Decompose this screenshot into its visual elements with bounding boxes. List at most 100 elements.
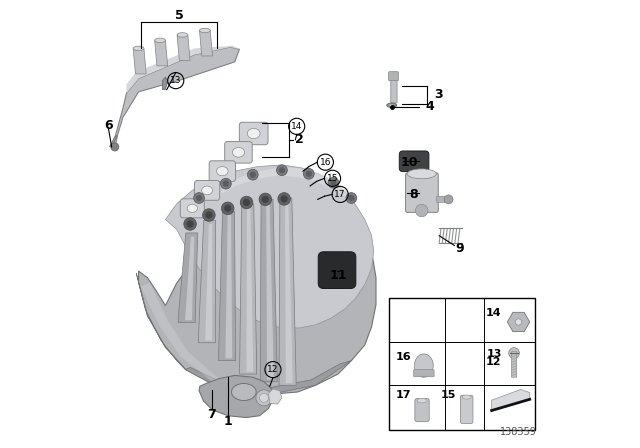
FancyBboxPatch shape	[436, 196, 449, 202]
Circle shape	[221, 178, 231, 189]
Circle shape	[221, 202, 234, 215]
FancyBboxPatch shape	[180, 199, 204, 218]
FancyBboxPatch shape	[413, 370, 434, 377]
Circle shape	[276, 165, 287, 176]
Circle shape	[303, 168, 314, 179]
Text: 3: 3	[435, 88, 443, 102]
Text: 13: 13	[170, 76, 182, 85]
Circle shape	[278, 193, 291, 205]
FancyBboxPatch shape	[460, 395, 473, 423]
Polygon shape	[239, 204, 257, 374]
Polygon shape	[198, 220, 216, 343]
Text: 4: 4	[425, 100, 434, 113]
Ellipse shape	[200, 28, 211, 33]
Text: 12: 12	[486, 358, 502, 367]
Text: 11: 11	[329, 269, 347, 282]
Text: 16: 16	[319, 158, 331, 167]
Polygon shape	[133, 48, 146, 74]
Ellipse shape	[187, 204, 198, 212]
Circle shape	[184, 218, 196, 230]
Circle shape	[348, 195, 355, 201]
Polygon shape	[139, 186, 376, 394]
Polygon shape	[200, 30, 212, 56]
Circle shape	[260, 393, 269, 402]
Circle shape	[279, 167, 285, 173]
Polygon shape	[163, 77, 168, 90]
Ellipse shape	[216, 167, 228, 176]
Ellipse shape	[232, 383, 256, 401]
Ellipse shape	[155, 38, 166, 43]
Text: 10: 10	[400, 155, 418, 169]
Polygon shape	[219, 211, 236, 361]
FancyBboxPatch shape	[391, 80, 397, 103]
Polygon shape	[136, 273, 186, 370]
FancyBboxPatch shape	[209, 161, 236, 181]
Circle shape	[248, 169, 258, 180]
Circle shape	[223, 181, 229, 187]
Polygon shape	[113, 47, 239, 149]
FancyBboxPatch shape	[511, 352, 516, 377]
Circle shape	[194, 193, 204, 203]
Polygon shape	[155, 40, 168, 66]
Bar	[389, 298, 535, 430]
Circle shape	[224, 205, 231, 212]
Polygon shape	[199, 375, 273, 418]
Circle shape	[328, 177, 339, 188]
Text: 13: 13	[486, 349, 502, 359]
Ellipse shape	[407, 169, 436, 179]
Ellipse shape	[232, 147, 244, 157]
Ellipse shape	[417, 398, 427, 403]
Circle shape	[186, 220, 194, 228]
Polygon shape	[492, 389, 530, 410]
Ellipse shape	[133, 46, 144, 51]
Text: 17: 17	[335, 190, 346, 199]
Polygon shape	[141, 282, 273, 395]
Text: 15: 15	[441, 390, 456, 400]
Circle shape	[262, 196, 269, 203]
FancyBboxPatch shape	[239, 122, 268, 145]
Circle shape	[259, 193, 271, 206]
Text: 16: 16	[396, 352, 412, 362]
Text: 9: 9	[455, 242, 464, 255]
FancyBboxPatch shape	[318, 252, 356, 289]
Polygon shape	[109, 135, 118, 147]
Circle shape	[111, 143, 119, 151]
Ellipse shape	[415, 354, 433, 377]
FancyBboxPatch shape	[415, 398, 429, 422]
Text: 7: 7	[207, 408, 216, 421]
Text: 1: 1	[224, 414, 232, 428]
Circle shape	[330, 180, 337, 186]
Text: 14: 14	[486, 308, 502, 318]
FancyBboxPatch shape	[225, 142, 252, 163]
Ellipse shape	[462, 395, 471, 399]
Polygon shape	[220, 168, 355, 202]
Polygon shape	[279, 198, 296, 385]
Polygon shape	[186, 361, 351, 394]
FancyBboxPatch shape	[406, 173, 438, 212]
FancyBboxPatch shape	[399, 151, 429, 172]
Polygon shape	[205, 224, 212, 340]
Polygon shape	[165, 165, 374, 328]
Ellipse shape	[387, 103, 397, 108]
Polygon shape	[266, 203, 274, 379]
Text: 17: 17	[396, 390, 412, 400]
Text: 6: 6	[104, 119, 113, 132]
Text: 14: 14	[291, 122, 302, 131]
Polygon shape	[127, 46, 239, 93]
FancyBboxPatch shape	[195, 181, 220, 200]
Circle shape	[346, 193, 356, 203]
Text: 8: 8	[409, 188, 418, 202]
Polygon shape	[225, 215, 232, 358]
Circle shape	[205, 211, 212, 219]
Text: 138359: 138359	[500, 427, 538, 437]
Ellipse shape	[247, 129, 260, 138]
Circle shape	[243, 199, 250, 206]
Polygon shape	[177, 35, 190, 60]
Text: 15: 15	[327, 174, 339, 183]
Ellipse shape	[177, 33, 188, 37]
Circle shape	[415, 204, 428, 217]
Polygon shape	[179, 233, 198, 323]
Circle shape	[280, 195, 288, 202]
Text: 5: 5	[175, 9, 183, 22]
Text: 2: 2	[296, 133, 304, 146]
